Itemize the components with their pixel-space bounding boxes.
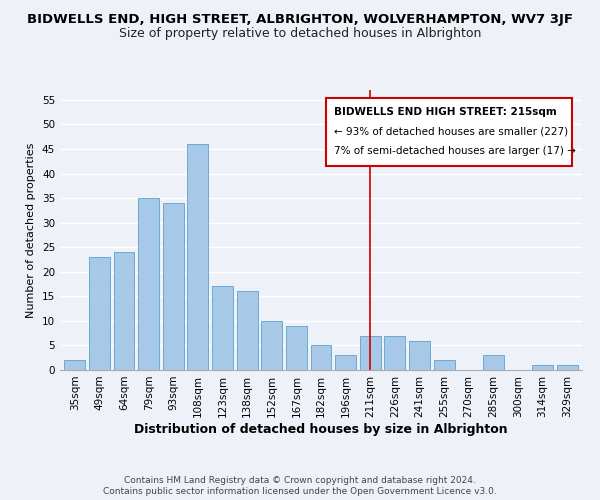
Bar [236,292,257,370]
Y-axis label: Number of detached properties: Number of detached properties [26,142,37,318]
Bar [89,257,110,370]
Bar [113,252,134,370]
Text: Contains HM Land Registry data © Crown copyright and database right 2024.: Contains HM Land Registry data © Crown c… [124,476,476,485]
Bar [409,340,430,370]
X-axis label: Distribution of detached houses by size in Albrighton: Distribution of detached houses by size … [134,422,508,436]
Bar [335,356,356,370]
Bar [138,198,159,370]
Text: Contains public sector information licensed under the Open Government Licence v3: Contains public sector information licen… [103,487,497,496]
FancyBboxPatch shape [326,98,572,166]
Bar [385,336,406,370]
Bar [187,144,208,370]
Text: BIDWELLS END HIGH STREET: 215sqm: BIDWELLS END HIGH STREET: 215sqm [334,107,557,117]
Bar [212,286,233,370]
Bar [311,346,331,370]
Text: BIDWELLS END, HIGH STREET, ALBRIGHTON, WOLVERHAMPTON, WV7 3JF: BIDWELLS END, HIGH STREET, ALBRIGHTON, W… [27,12,573,26]
Bar [286,326,307,370]
Bar [557,365,578,370]
Text: ← 93% of detached houses are smaller (227): ← 93% of detached houses are smaller (22… [334,126,568,136]
Bar [483,356,504,370]
Bar [163,203,184,370]
Bar [261,321,282,370]
Bar [360,336,381,370]
Bar [532,365,553,370]
Bar [64,360,85,370]
Text: 7% of semi-detached houses are larger (17) →: 7% of semi-detached houses are larger (1… [334,146,576,156]
Text: Size of property relative to detached houses in Albrighton: Size of property relative to detached ho… [119,28,481,40]
Bar [434,360,455,370]
